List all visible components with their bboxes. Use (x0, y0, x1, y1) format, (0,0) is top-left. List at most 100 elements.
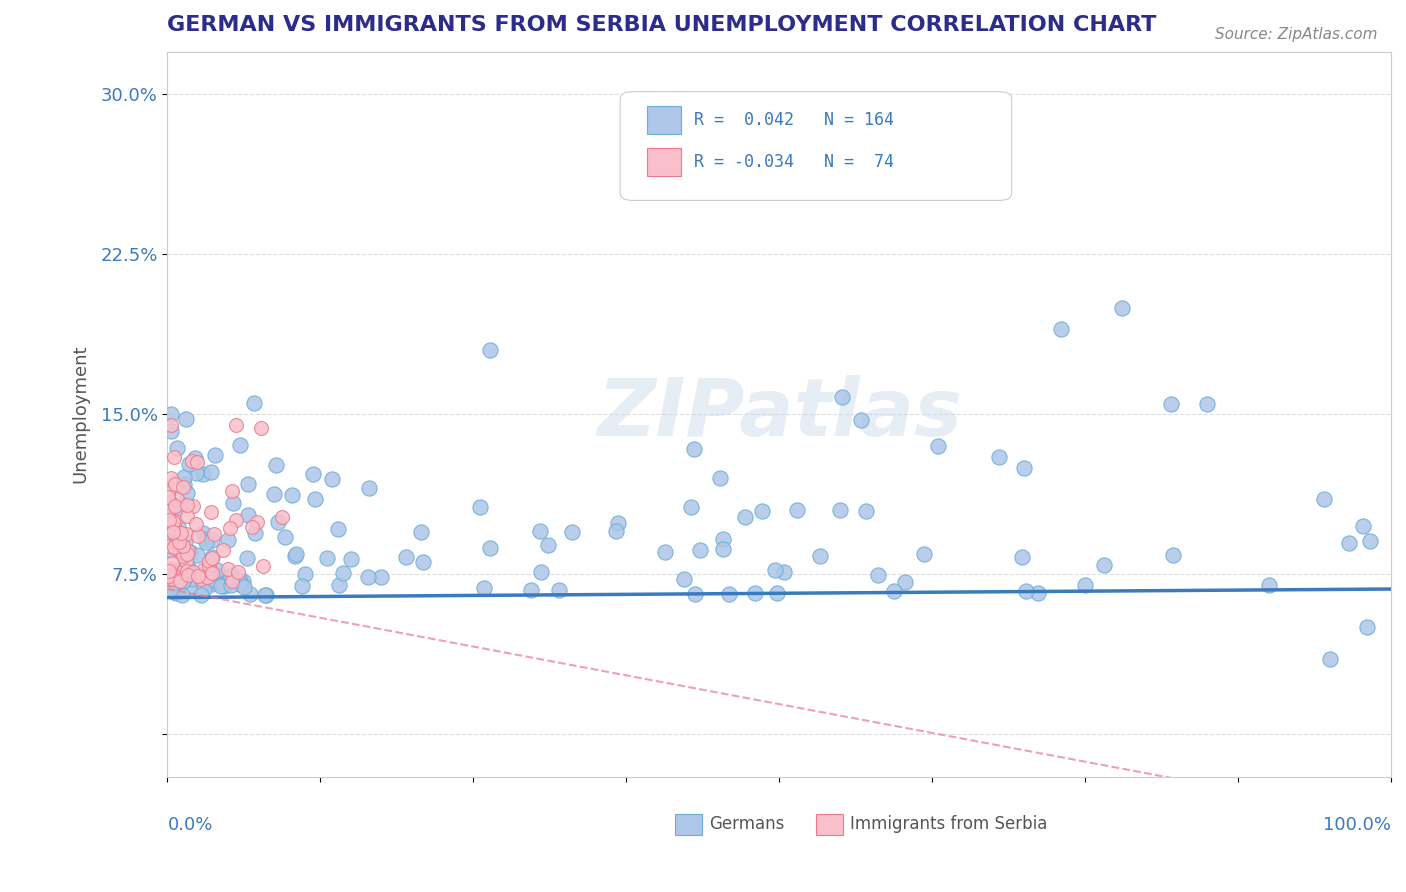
Point (160, 471, 183, 485)
Point (176, 558, 198, 573)
Point (157, 539, 180, 553)
Point (266, 516, 288, 530)
Point (194, 535, 217, 549)
Point (163, 531, 186, 545)
Point (167, 527, 190, 541)
Point (172, 574, 194, 588)
Point (165, 535, 187, 549)
Point (180, 572, 202, 586)
Point (291, 578, 314, 592)
Point (163, 504, 186, 518)
Point (1355, 620, 1378, 634)
Point (179, 583, 201, 598)
Point (157, 564, 180, 578)
Point (174, 527, 197, 541)
Point (530, 565, 553, 579)
Point (159, 535, 181, 549)
Point (159, 583, 181, 598)
Point (222, 496, 245, 510)
Point (1015, 584, 1038, 599)
Point (1257, 578, 1279, 592)
Point (160, 417, 183, 432)
Point (254, 588, 277, 602)
Point (1339, 536, 1361, 550)
Point (831, 390, 853, 404)
Point (167, 562, 190, 576)
Point (177, 544, 200, 558)
Point (225, 417, 247, 432)
Point (193, 525, 215, 540)
Point (357, 481, 380, 495)
Point (176, 548, 198, 562)
Text: GERMAN VS IMMIGRANTS FROM SERBIA UNEMPLOYMENT CORRELATION CHART: GERMAN VS IMMIGRANTS FROM SERBIA UNEMPLO… (167, 15, 1157, 35)
Point (173, 563, 195, 577)
Point (1197, 396, 1219, 410)
Point (174, 533, 197, 548)
Point (195, 570, 218, 584)
Point (172, 549, 194, 564)
Point (328, 578, 350, 592)
Point (357, 570, 380, 584)
Point (201, 550, 224, 565)
Point (201, 577, 224, 591)
Point (228, 438, 250, 452)
Point (294, 567, 316, 582)
Point (1026, 585, 1049, 599)
Point (159, 513, 181, 527)
Point (395, 550, 418, 565)
Point (157, 533, 180, 548)
Point (159, 562, 181, 576)
Point (163, 499, 186, 513)
Point (855, 504, 877, 518)
Point (370, 570, 392, 584)
Point (200, 466, 222, 480)
Point (162, 524, 184, 539)
Point (927, 439, 949, 453)
Point (238, 508, 260, 522)
Point (159, 407, 181, 421)
Point (468, 500, 491, 514)
Point (1360, 534, 1382, 549)
Point (221, 570, 243, 584)
Point (167, 543, 190, 558)
Point (184, 516, 207, 531)
Point (181, 500, 204, 514)
Point (184, 467, 207, 481)
Point (472, 581, 495, 595)
Point (187, 569, 209, 583)
Point (654, 545, 676, 559)
Point (212, 543, 235, 558)
Point (683, 442, 706, 456)
Point (174, 546, 197, 560)
Point (176, 564, 198, 578)
Point (202, 527, 225, 541)
Point (217, 574, 239, 589)
Point (186, 455, 208, 469)
Point (181, 565, 204, 579)
Point (519, 582, 541, 597)
Point (409, 524, 432, 539)
Point (744, 586, 766, 600)
Point (160, 556, 183, 570)
Point (284, 547, 307, 561)
Point (243, 396, 266, 410)
Point (176, 486, 198, 500)
Point (167, 520, 190, 534)
Point (160, 542, 183, 557)
Point (912, 547, 935, 561)
Point (169, 535, 191, 549)
Point (734, 510, 756, 524)
Point (1011, 549, 1033, 564)
Point (167, 534, 190, 549)
Point (165, 541, 187, 555)
Point (1111, 301, 1133, 315)
Point (163, 514, 186, 528)
Point (169, 574, 191, 588)
Point (221, 567, 243, 582)
Point (1074, 578, 1097, 592)
Point (159, 494, 181, 508)
Point (193, 582, 215, 596)
Point (187, 529, 209, 543)
Point (212, 579, 235, 593)
Point (709, 471, 731, 485)
